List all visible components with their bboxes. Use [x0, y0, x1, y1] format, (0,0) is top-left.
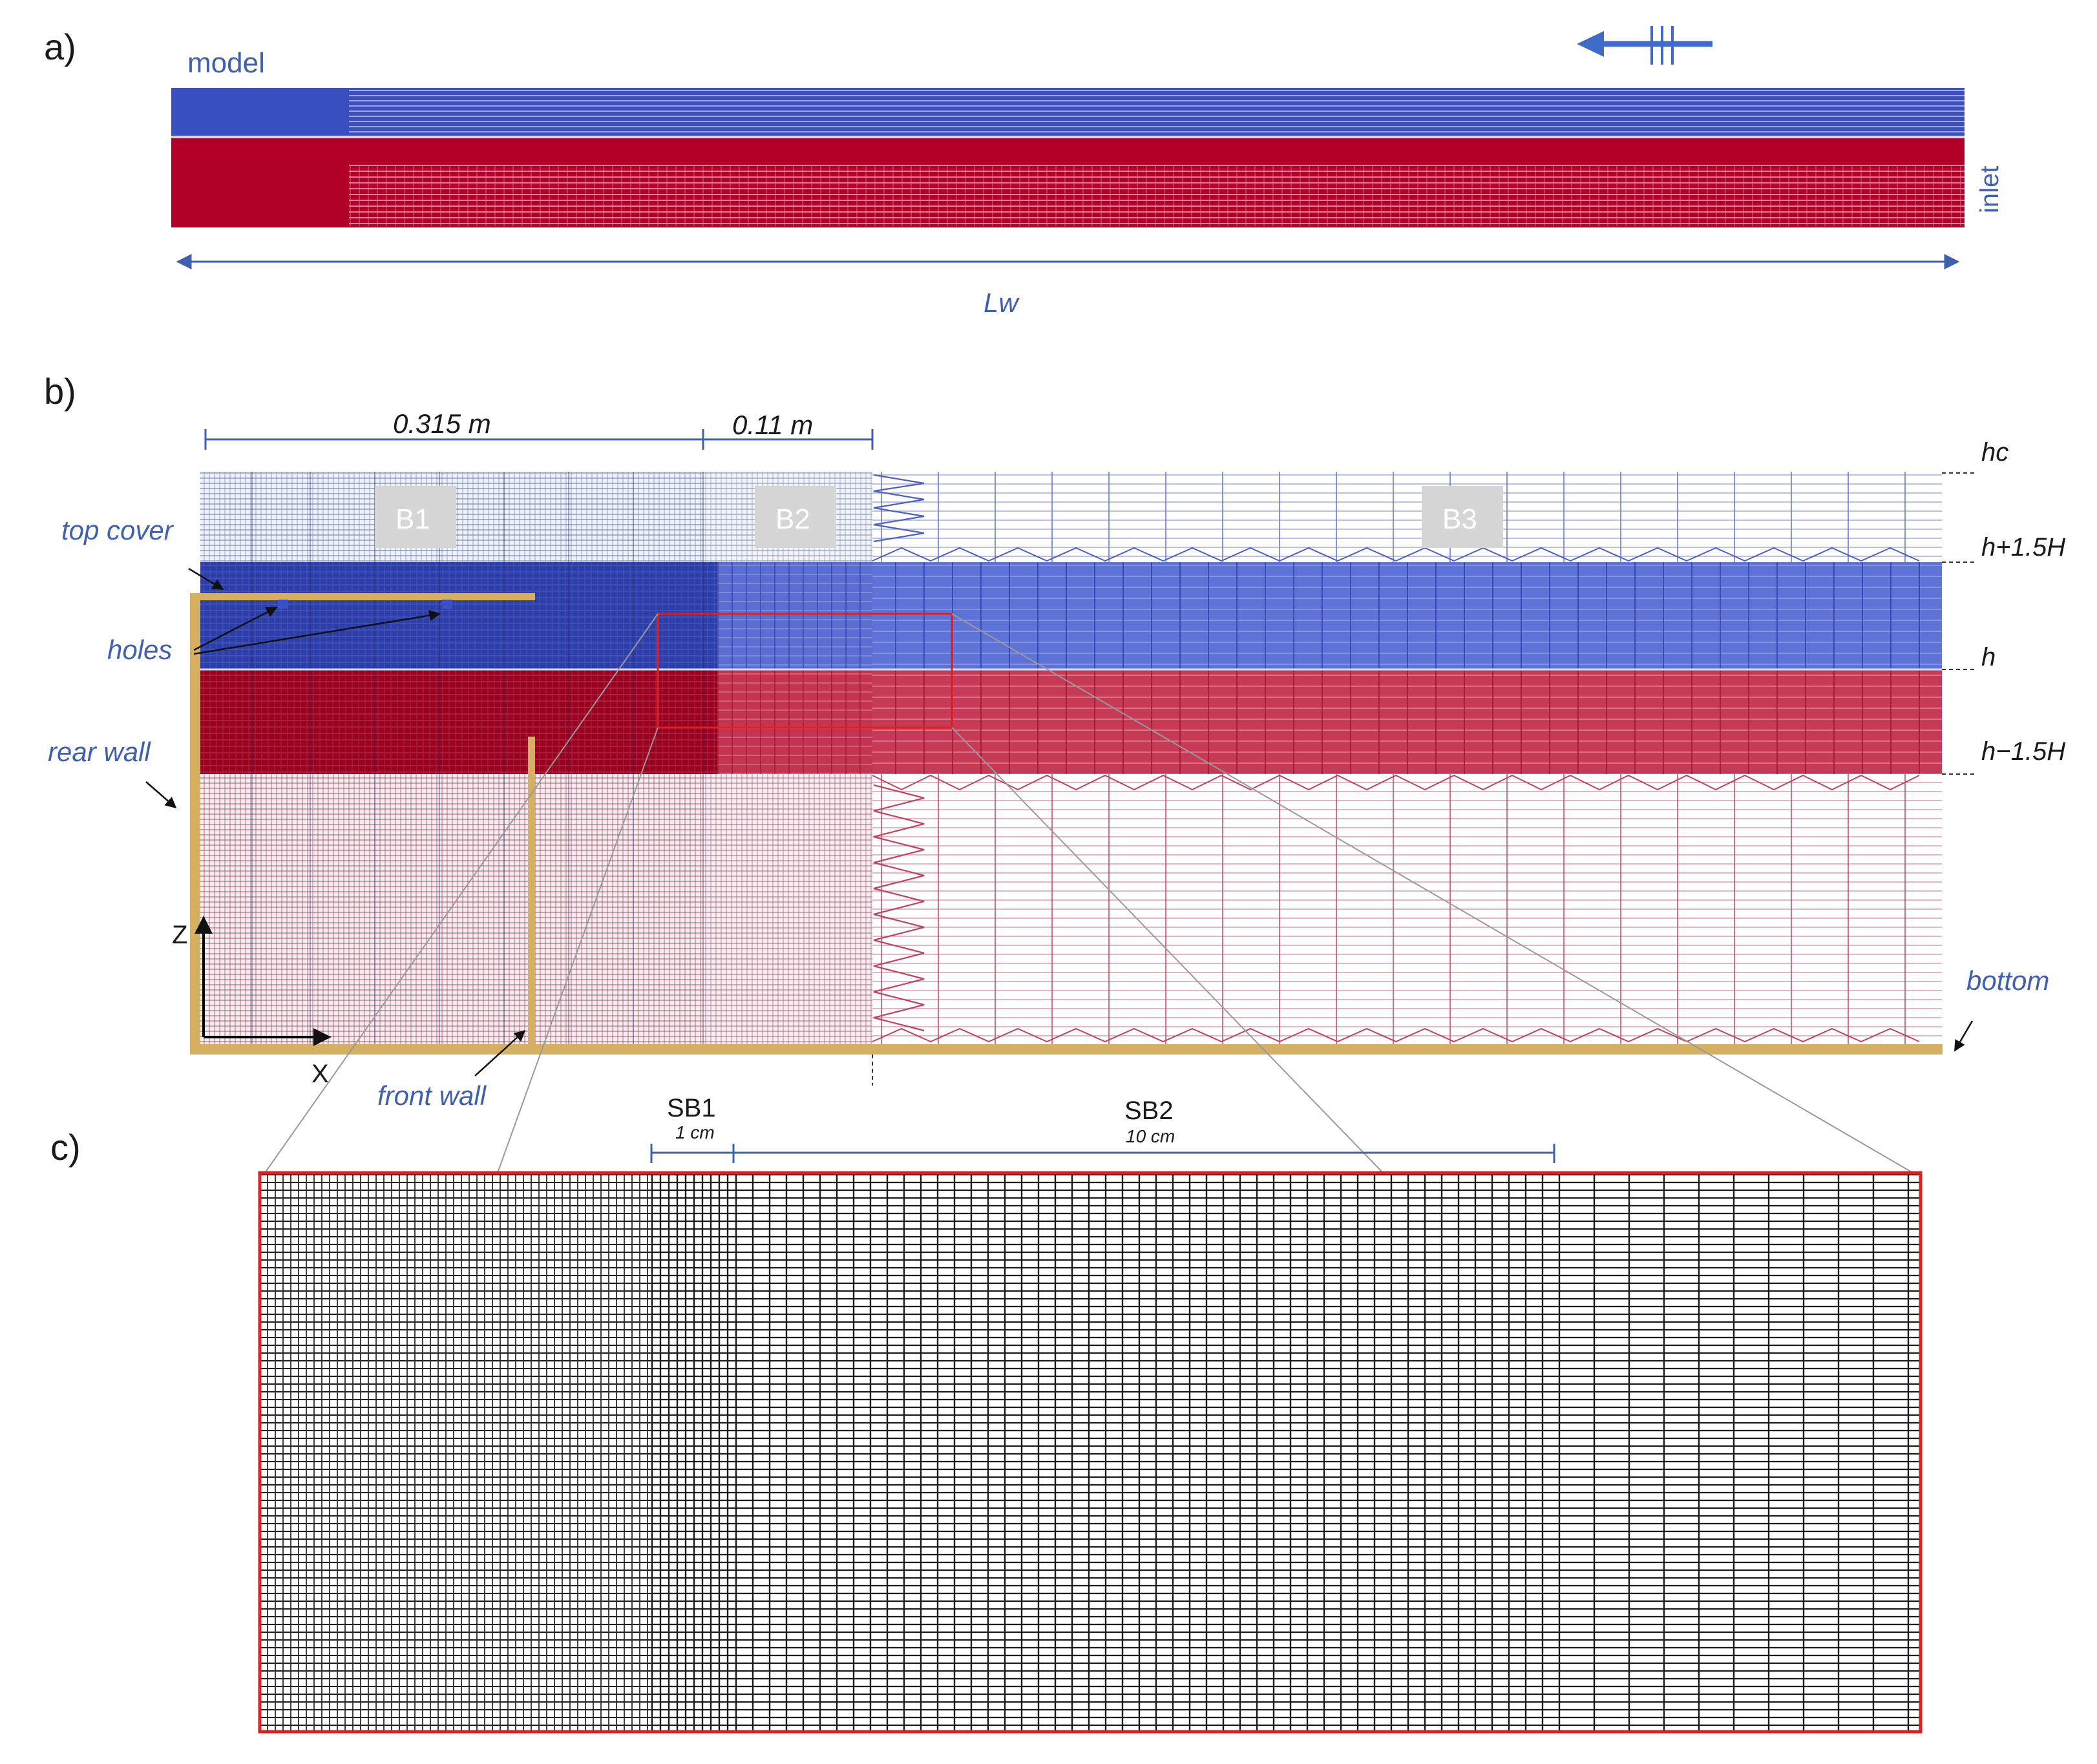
- dimension-lines: [204, 429, 874, 450]
- flow-arrow-icon: [1577, 26, 1712, 65]
- level-h-plus: h+1.5H: [1981, 533, 2065, 562]
- b1-water-bottom-zone: [200, 774, 703, 1045]
- z-axis-label: Z: [172, 921, 187, 949]
- inlet-label: inlet: [1976, 166, 2004, 213]
- panel-a: a) model inlet Lw: [44, 26, 2004, 318]
- sb1-size: 1 cm: [675, 1122, 715, 1142]
- panel-b-label: b): [44, 371, 76, 412]
- svg-text:B3: B3: [1442, 503, 1477, 535]
- dimension-b1-label: 0.315 m: [393, 408, 491, 439]
- sb1-label: SB1: [667, 1094, 716, 1122]
- level-hc: hc: [1981, 438, 2008, 467]
- dimension-b2-label: 0.11 m: [732, 410, 813, 440]
- x-axis-label: X: [311, 1060, 329, 1088]
- b2-air-zone: [717, 562, 872, 671]
- zoom-selection-box: [657, 613, 953, 729]
- svg-text:B1: B1: [395, 503, 430, 535]
- bottom-wall: [190, 1044, 1943, 1055]
- b1-air-zone: [200, 562, 717, 671]
- panel-c-label: c): [50, 1127, 81, 1168]
- svg-text:B2: B2: [775, 503, 810, 535]
- hole-marker-2: [442, 600, 452, 609]
- panel-c: c) SB1 1 cm SB2 10 cm: [50, 1094, 1923, 1734]
- level-reference-lines: [1942, 472, 1977, 775]
- front-wall: [528, 737, 535, 1045]
- rear-wall-label: rear wall: [48, 737, 151, 767]
- b3-water-bottom-zone: [872, 774, 1942, 1045]
- sb-dimension-lines: [650, 1144, 1555, 1163]
- axes-icon: [195, 916, 332, 1046]
- zoom-guide-lines: [264, 613, 1913, 1173]
- b2-water-bottom-zone: [703, 774, 872, 1045]
- top-cover-label: top cover: [61, 515, 174, 545]
- panel-b: b) 0.315 m 0.11 m: [44, 371, 2065, 1173]
- holes-label: holes: [107, 635, 172, 665]
- zoomed-mesh-border: [258, 1171, 1923, 1734]
- b1-water-zone: [200, 671, 717, 774]
- b3-air-zone: [872, 562, 1942, 671]
- sb2-size: 10 cm: [1126, 1126, 1175, 1146]
- block-b1-label: B1: [375, 486, 456, 548]
- b3-air-top-zone: [872, 472, 1942, 562]
- top-cover: [200, 593, 535, 600]
- block-b3-label: B3: [1422, 486, 1503, 548]
- front-wall-label: front wall: [377, 1080, 487, 1111]
- b3-water-zone: [872, 671, 1942, 774]
- sb2-label: SB2: [1124, 1097, 1174, 1125]
- b2-water-zone: [717, 671, 872, 774]
- level-h: h: [1981, 643, 1996, 671]
- rear-wall: [190, 593, 200, 1053]
- level-h-minus: h−1.5H: [1981, 737, 2065, 766]
- panel-a-label: a): [44, 26, 76, 67]
- hole-marker-1: [278, 600, 288, 609]
- model-label: model: [187, 47, 265, 79]
- bottom-label: bottom: [1966, 965, 2049, 996]
- block-b2-label: B2: [755, 486, 836, 548]
- length-label: Lw: [984, 288, 1020, 318]
